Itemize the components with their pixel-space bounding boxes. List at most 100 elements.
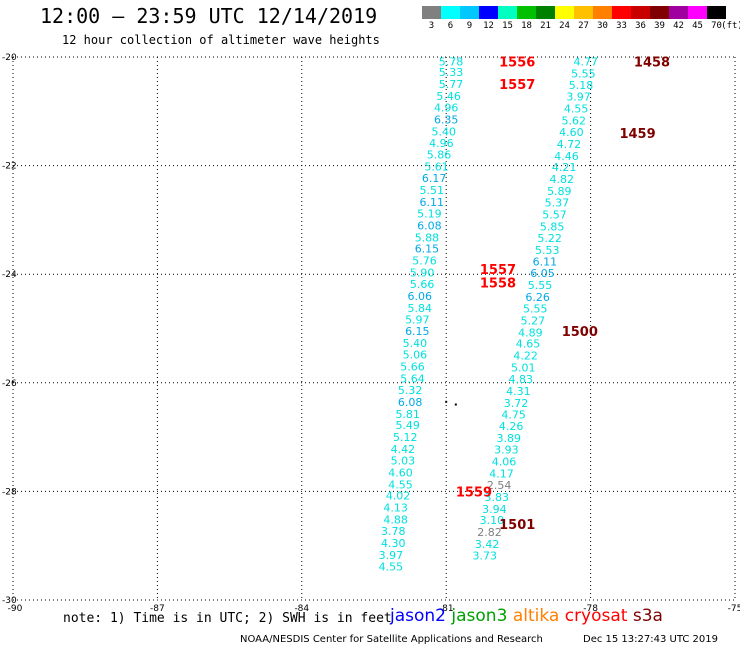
color-scale-label: 70 xyxy=(711,21,722,31)
swh-value: 3.97 xyxy=(566,91,591,104)
swh-value: 4.55 xyxy=(564,103,589,116)
grid-lines xyxy=(12,56,736,601)
axis-labels: -90 -87 -84 -81 -78 -75 -20 -22 -24 -26 -28 -30 xyxy=(2,53,740,614)
color-scale-swatch xyxy=(574,6,593,19)
swh-value: 3.93 xyxy=(494,444,519,457)
color-scale-swatch xyxy=(517,6,536,19)
swh-value: 3.42 xyxy=(475,538,500,551)
swh-value: 5.55 xyxy=(528,279,553,292)
swh-value: 6.06 xyxy=(407,290,432,303)
swh-value: 4.89 xyxy=(518,326,543,339)
swh-value: 4.60 xyxy=(388,466,413,479)
color-scale-swatch xyxy=(612,6,631,19)
swh-value: 4.42 xyxy=(391,443,416,456)
color-scale-label: 24 xyxy=(559,21,570,31)
track-marker xyxy=(445,400,448,403)
color-scale-swatch xyxy=(460,6,479,19)
swh-value: 5.86 xyxy=(427,149,452,162)
swh-value: 5.66 xyxy=(400,361,425,374)
time-label: 1459 xyxy=(619,127,655,142)
swh-value: 5.89 xyxy=(547,185,572,198)
swh-value: 5.40 xyxy=(432,125,457,138)
swh-value: 4.75 xyxy=(501,408,526,421)
swh-value: 5.27 xyxy=(521,314,546,327)
color-scale-label: 42 xyxy=(673,21,684,31)
swh-value: 5.78 xyxy=(439,55,464,68)
swh-value: 6.15 xyxy=(415,243,440,256)
swh-value: 4.77 xyxy=(574,55,599,68)
color-scale-label: 9 xyxy=(466,21,473,31)
swh-value: 4.17 xyxy=(489,467,514,480)
time-label: 1556 xyxy=(499,55,535,70)
color-scale-label: 18 xyxy=(521,21,532,31)
satellite-legend: jason2 jason3 altika cryosat s3a xyxy=(390,606,663,626)
swh-value: 5.06 xyxy=(403,349,428,362)
swh-value: 6.11 xyxy=(420,196,445,209)
swh-value: 5.85 xyxy=(540,220,565,233)
color-scale-label: 39 xyxy=(654,21,665,31)
swh-value: 4.21 xyxy=(552,161,577,174)
swh-value: 4.22 xyxy=(513,350,538,363)
legend-cryosat: cryosat xyxy=(564,606,633,626)
x-tick-label: -78 xyxy=(583,604,598,614)
swh-value: 3.94 xyxy=(482,503,507,516)
color-scale-swatch xyxy=(669,6,688,19)
color-scale-swatch xyxy=(536,6,555,19)
color-scale-label: 3 xyxy=(428,21,435,31)
x-tick-label: -75 xyxy=(728,604,740,614)
swh-value: 4.46 xyxy=(554,150,579,163)
swh-value: 4.96 xyxy=(434,101,459,114)
swh-value: 5.01 xyxy=(511,362,536,375)
swh-value: 5.57 xyxy=(542,208,567,221)
swh-value: 5.62 xyxy=(562,115,587,128)
swh-value: 4.02 xyxy=(386,490,411,503)
swh-value: 5.55 xyxy=(523,302,548,315)
y-tick-label: -24 xyxy=(2,270,17,280)
color-scale-swatch xyxy=(498,6,517,19)
time-label: 1557 xyxy=(480,263,516,278)
color-scale-label: 6 xyxy=(447,21,454,31)
color-scale-label: 27 xyxy=(578,21,589,31)
swh-value: 4.13 xyxy=(383,502,408,515)
color-scale-unit: (ft) xyxy=(721,21,740,31)
time-label: 1500 xyxy=(562,325,598,340)
swh-value: 5.53 xyxy=(535,244,560,257)
credit-line: NOAA/NESDIS Center for Satellite Applica… xyxy=(240,634,543,645)
swh-value: 6.17 xyxy=(422,172,447,185)
y-tick-label: -22 xyxy=(2,162,17,172)
swh-value: 4.06 xyxy=(492,456,517,469)
footer-note: note: 1) Time is in UTC; 2) SWH is in fe… xyxy=(63,611,392,626)
swh-value: 5.03 xyxy=(391,454,416,467)
legend-s3a: s3a xyxy=(632,606,663,626)
swh-value: 5.64 xyxy=(400,372,425,385)
swh-value: 5.90 xyxy=(410,267,435,280)
swh-value: 3.72 xyxy=(504,397,529,410)
swh-value: 5.18 xyxy=(569,79,594,92)
time-label: 1558 xyxy=(480,276,516,291)
swh-value: 5.97 xyxy=(405,313,430,326)
swh-value: 5.61 xyxy=(424,161,449,174)
swh-value: 5.51 xyxy=(420,184,445,197)
swh-value: 4.26 xyxy=(499,420,524,433)
color-scale-swatch xyxy=(707,6,726,19)
x-tick-label: -81 xyxy=(439,604,454,614)
color-scale-swatch xyxy=(422,6,441,19)
swh-value: 5.55 xyxy=(571,67,596,80)
chart-subtitle: 12 hour collection of altimeter wave hei… xyxy=(62,33,380,47)
x-tick-label: -87 xyxy=(150,604,165,614)
swh-value: 6.26 xyxy=(525,291,550,304)
time-label: 1458 xyxy=(634,55,670,70)
color-scale-label: 21 xyxy=(540,21,551,31)
swh-value: 5.46 xyxy=(436,90,461,103)
x-tick-label: -84 xyxy=(294,604,309,614)
color-scale-swatch xyxy=(593,6,612,19)
swh-value: 4.30 xyxy=(381,537,406,550)
y-tick-label: -28 xyxy=(2,487,17,497)
swh-value: 4.31 xyxy=(506,385,531,398)
swh-value: 3.97 xyxy=(379,549,404,562)
swh-value: 5.32 xyxy=(398,384,423,397)
swh-value: 6.05 xyxy=(530,267,555,280)
color-scale-label: 36 xyxy=(635,21,646,31)
